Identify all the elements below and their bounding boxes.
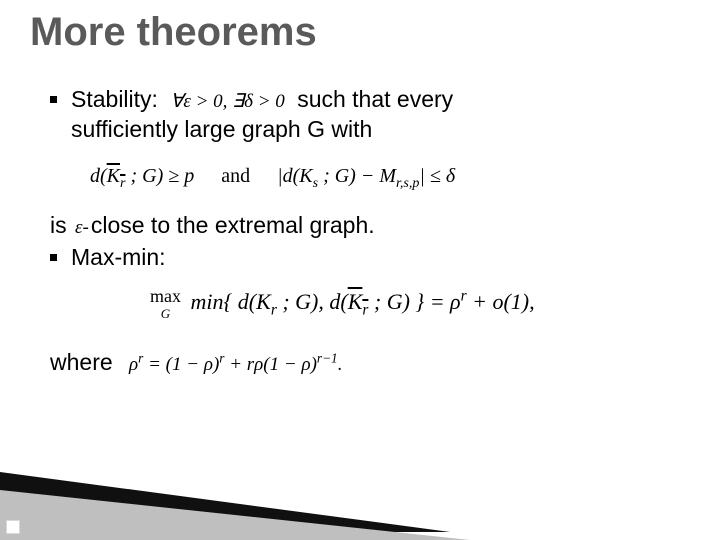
where-line: where ρr = (1 − ρ)r + rρ(1 − ρ)r−1.	[50, 348, 680, 378]
formula-stability-condition: d(Kr ; G) ≥ p and |d(Ks ; G) − Mr,s,p| ≤…	[90, 163, 680, 193]
bullet-marker	[50, 254, 57, 261]
where-label: where	[50, 349, 113, 375]
eps-symbol: ε-	[75, 217, 89, 238]
formula1-mid: and	[221, 165, 250, 187]
maxmin-label: Max-min:	[71, 243, 680, 273]
stability-lead: Stability:	[71, 86, 158, 112]
stability-tail1: such that every	[297, 86, 453, 112]
bullet-text: Stability: ∀ε > 0, ∃δ > 0 such that ever…	[71, 85, 680, 145]
bullet-stability: Stability: ∀ε > 0, ∃δ > 0 such that ever…	[50, 85, 680, 145]
decorative-wedge-light	[0, 490, 470, 540]
corner-placeholder-icon	[6, 520, 20, 534]
formula-maxmin: maxG min{ d(Kr ; G), d(Kr ; G) } = ρr + …	[150, 287, 680, 321]
close-tail: close to the extremal graph.	[91, 212, 375, 238]
stability-tail2: sufficiently large graph G with	[71, 116, 372, 142]
is-close-line: is ε-close to the extremal graph.	[50, 211, 680, 241]
slide-title: More theorems	[30, 10, 317, 55]
formula1-right: |d(Ks ; G) − Mr,s,p| ≤ δ	[277, 165, 455, 187]
is-word: is	[50, 212, 67, 238]
stability-math: ∀ε > 0, ∃δ > 0	[170, 91, 284, 112]
bullet-marker	[50, 96, 57, 103]
formula1-left: d(Kr ; G) ≥ p	[90, 165, 194, 187]
bullet-maxmin: Max-min:	[50, 243, 680, 273]
slide-body: Stability: ∀ε > 0, ∃δ > 0 such that ever…	[50, 85, 680, 378]
where-expr: ρr = (1 − ρ)r + rρ(1 − ρ)r−1.	[129, 354, 342, 375]
